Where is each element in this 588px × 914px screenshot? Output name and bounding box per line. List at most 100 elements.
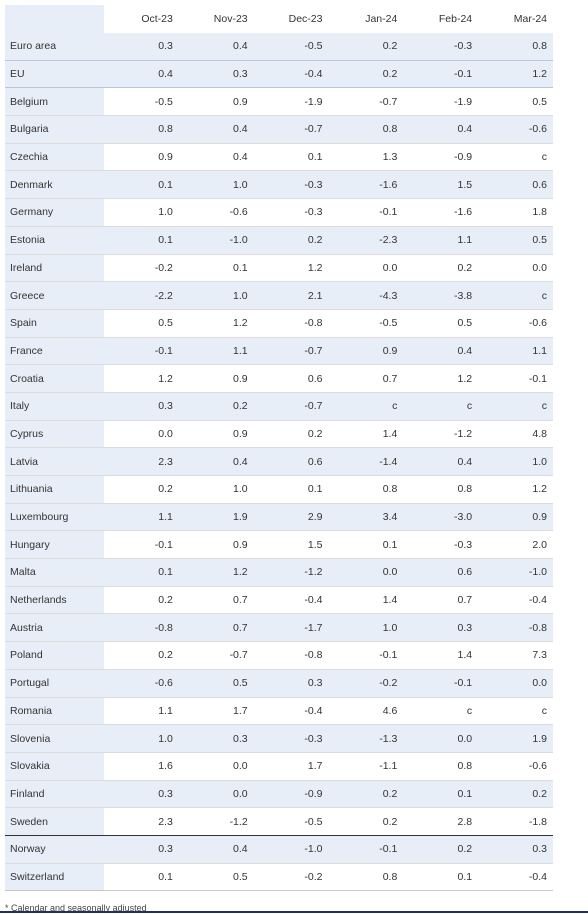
value-cell: 1.4 (403, 641, 479, 670)
table-row-norway: Norway 0.3 0.4 -1.0 -0.1 0.2 0.3 (5, 835, 553, 864)
value-cell: 0.2 (403, 835, 479, 864)
value-cell: -3.0 (403, 503, 479, 532)
row-label: Denmark (5, 170, 104, 200)
header-col-feb-24: Feb-24 (403, 5, 479, 33)
value-cell: 7.3 (478, 641, 553, 670)
value-cell: 0.9 (178, 530, 254, 560)
value-cell: -2.3 (328, 226, 404, 255)
value-cell: 0.6 (253, 364, 329, 393)
value-cell: -1.6 (403, 198, 479, 227)
value-cell: -1.1 (328, 752, 404, 781)
value-cell: -1.4 (328, 447, 404, 476)
row-label: Latvia (5, 447, 104, 476)
value-cell: 1.5 (253, 530, 329, 560)
value-cell: 0.1 (253, 475, 329, 504)
table-row-latvia: Latvia 2.3 0.4 0.6 -1.4 0.4 1.0 (5, 447, 553, 476)
value-cell: -1.2 (178, 807, 254, 836)
table-row-finland: Finland 0.3 0.0 -0.9 0.2 0.1 0.2 (5, 780, 553, 809)
value-cell: c (478, 697, 553, 726)
value-cell: 0.2 (328, 807, 404, 836)
table-row-malta: Malta 0.1 1.2 -1.2 0.0 0.6 -1.0 (5, 558, 553, 587)
row-label: Croatia (5, 364, 104, 393)
value-cell: -1.8 (478, 807, 553, 836)
table-row-czechia: Czechia 0.9 0.4 0.1 1.3 -0.9 c (5, 143, 553, 172)
table-row-italy: Italy 0.3 0.2 -0.7 c c c (5, 392, 553, 421)
table-row-cyprus: Cyprus 0.0 0.9 0.2 1.4 -1.2 4.8 (5, 420, 553, 449)
value-cell: 0.1 (104, 558, 179, 587)
value-cell: 1.6 (104, 752, 179, 781)
value-cell: -0.4 (253, 60, 329, 89)
value-cell: 1.2 (253, 254, 329, 283)
value-cell: 0.2 (104, 475, 179, 504)
row-label: Slovakia (5, 752, 104, 781)
value-cell: 0.0 (478, 669, 553, 698)
value-cell: -0.1 (328, 641, 404, 670)
value-cell: 1.5 (403, 170, 479, 200)
header-col-oct-23: Oct-23 (104, 5, 179, 33)
value-cell: 0.1 (403, 780, 479, 809)
table-body: Euro area 0.3 0.4 -0.5 0.2 -0.3 0.8 EU 0.4 0.3 -0.… (5, 33, 553, 892)
table-row-switzerland: Switzerland 0.1 0.5 -0.2 0.8 0.1 -0.4 (5, 863, 553, 892)
header-row: Oct-23 Nov-23 Dec-23 Jan-24 Feb-24 Mar-2… (5, 5, 553, 33)
value-cell: 0.3 (104, 33, 179, 61)
value-cell: 0.4 (178, 115, 254, 144)
value-cell: 0.1 (178, 254, 254, 283)
value-cell: c (478, 392, 553, 421)
value-cell: -1.2 (253, 558, 329, 587)
value-cell: -1.3 (328, 724, 404, 753)
table-row-poland: Poland 0.2 -0.7 -0.8 -0.1 1.4 7.3 (5, 641, 553, 670)
row-label: EU (5, 60, 104, 89)
value-cell: 1.2 (104, 364, 179, 393)
value-cell: 1.1 (478, 337, 553, 366)
value-cell: 0.9 (104, 143, 179, 172)
value-cell: -0.5 (328, 309, 404, 338)
row-label: Euro area (5, 33, 104, 61)
value-cell: 0.6 (478, 170, 553, 200)
table-row-belgium: Belgium -0.5 0.9 -1.9 -0.7 -1.9 0.5 (5, 87, 553, 117)
value-cell: -1.7 (253, 613, 329, 643)
row-label: Sweden (5, 807, 104, 836)
table-row-austria: Austria -0.8 0.7 -1.7 1.0 0.3 -0.8 (5, 613, 553, 643)
row-label: Norway (5, 835, 104, 864)
value-cell: 0.5 (178, 669, 254, 698)
value-cell: 1.0 (328, 613, 404, 643)
value-cell: 0.3 (403, 613, 479, 643)
value-cell: 0.7 (178, 586, 254, 615)
table-row-eu: EU 0.4 0.3 -0.4 0.2 -0.1 1.2 (5, 60, 553, 89)
table-row-denmark: Denmark 0.1 1.0 -0.3 -1.6 1.5 0.6 (5, 170, 553, 200)
value-cell: -4.3 (328, 281, 404, 310)
table-header: Oct-23 Nov-23 Dec-23 Jan-24 Feb-24 Mar-2… (5, 5, 553, 33)
value-cell: 0.0 (478, 254, 553, 283)
row-label: Bulgaria (5, 115, 104, 144)
value-cell: -0.4 (253, 586, 329, 615)
value-cell: -0.1 (403, 60, 479, 89)
value-cell: -1.9 (253, 87, 329, 117)
value-cell: 0.8 (328, 475, 404, 504)
value-cell: 1.0 (104, 198, 179, 227)
value-cell: 0.2 (253, 420, 329, 449)
value-cell: 0.7 (403, 586, 479, 615)
value-cell: 1.9 (478, 724, 553, 753)
value-cell: 1.4 (328, 586, 404, 615)
value-cell: 0.6 (253, 447, 329, 476)
value-cell: 0.1 (104, 170, 179, 200)
row-label: Luxembourg (5, 503, 104, 532)
row-label: Malta (5, 558, 104, 587)
footnote: * Calendar and seasonally adjusted (5, 903, 147, 913)
value-cell: 1.4 (328, 420, 404, 449)
value-cell: c (328, 392, 404, 421)
data-table: Oct-23 Nov-23 Dec-23 Jan-24 Feb-24 Mar-2… (5, 5, 553, 892)
value-cell: 0.1 (104, 863, 179, 892)
value-cell: -1.0 (478, 558, 553, 587)
value-cell: 0.3 (478, 835, 553, 864)
table-row-luxembourg: Luxembourg 1.1 1.9 2.9 3.4 -3.0 0.9 (5, 503, 553, 532)
table-row-slovenia: Slovenia 1.0 0.3 -0.3 -1.3 0.0 1.9 (5, 724, 553, 753)
value-cell: 0.4 (178, 143, 254, 172)
row-label: Hungary (5, 530, 104, 560)
value-cell: -0.2 (104, 254, 179, 283)
value-cell: 0.0 (328, 558, 404, 587)
value-cell: 0.3 (104, 835, 179, 864)
value-cell: -2.2 (104, 281, 179, 310)
value-cell: c (478, 281, 553, 310)
value-cell: 0.1 (403, 863, 479, 892)
